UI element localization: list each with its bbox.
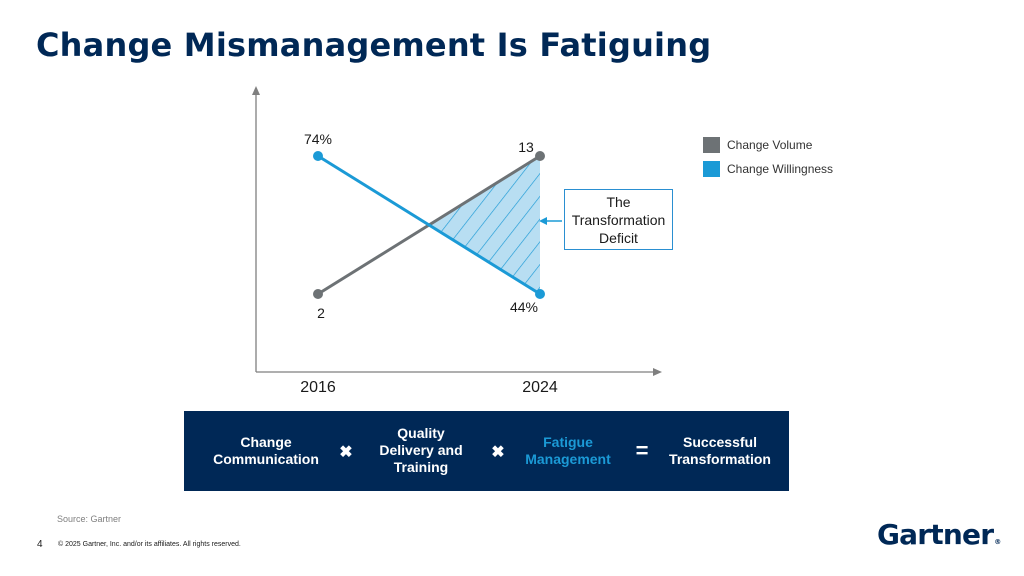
multiply-icon: ✖ [491,444,505,461]
point-change-willingness-2024 [535,289,545,299]
success-formula-banner: Change Communication ✖ Quality Delivery … [184,411,789,491]
formula-term-line: Training [393,459,449,475]
callout-line: The [606,193,631,210]
logo-text: Gartner [877,518,994,551]
deficit-region [429,156,540,294]
series-line-change-willingness [317,154,541,296]
formula-term-line: Change [240,434,292,450]
callout-arrow-head [539,217,547,225]
chart-legend: Change Volume Change Willingness [703,137,833,185]
legend-swatch-change-volume [703,137,720,153]
data-label-volume-2024: 13 [518,139,534,155]
data-label-willingness-2024: 44% [510,299,538,315]
formula-term-line: Communication [213,451,319,467]
formula-term-line: Quality [397,425,445,441]
callout-line: Transformation [571,211,666,228]
source-note: Source: Gartner [57,514,122,524]
legend-item-change-willingness: Change Willingness [703,161,833,177]
formula-term-line: Management [525,451,611,467]
point-change-volume-2024 [535,151,545,161]
formula-term-line: Transformation [669,451,771,467]
formula-term-line: Delivery and [379,442,463,458]
y-axis-arrow [252,86,260,95]
data-label-willingness-2016: 74% [304,131,332,147]
formula-term-successful-transformation: Successful Transformation [654,434,786,468]
x-tick-label-2016: 2016 [300,379,336,396]
formula-term-change-communication: Change Communication [198,434,334,468]
x-axis-arrow [653,368,662,376]
point-change-willingness-2016 [313,151,323,161]
page-title: Change Mismanagement Is Fatiguing [36,26,712,64]
data-label-volume-2016: 2 [317,305,325,321]
gartner-logo: Gartner® [877,518,1001,551]
page-number: 4 [37,539,43,550]
registered-mark: ® [994,538,1001,546]
legend-swatch-change-willingness [703,161,720,177]
legend-label: Change Volume [727,138,813,152]
multiply-icon: ✖ [339,444,353,461]
equals-icon: = [635,438,649,463]
callout-line: Deficit [599,229,638,246]
copyright-notice: © 2025 Gartner, Inc. and/or its affiliat… [58,541,241,548]
transformation-deficit-callout: The Transformation Deficit [564,189,673,250]
formula-term-quality-delivery: Quality Delivery and Training [362,425,480,476]
formula-term-line: Fatigue [543,434,593,450]
legend-item-change-volume: Change Volume [703,137,833,153]
formula-term-fatigue-management: Fatigue Management [512,434,624,468]
legend-label: Change Willingness [727,162,834,176]
formula-term-line: Successful [683,434,757,450]
point-change-volume-2016 [313,289,323,299]
x-tick-label-2024: 2024 [522,379,558,396]
